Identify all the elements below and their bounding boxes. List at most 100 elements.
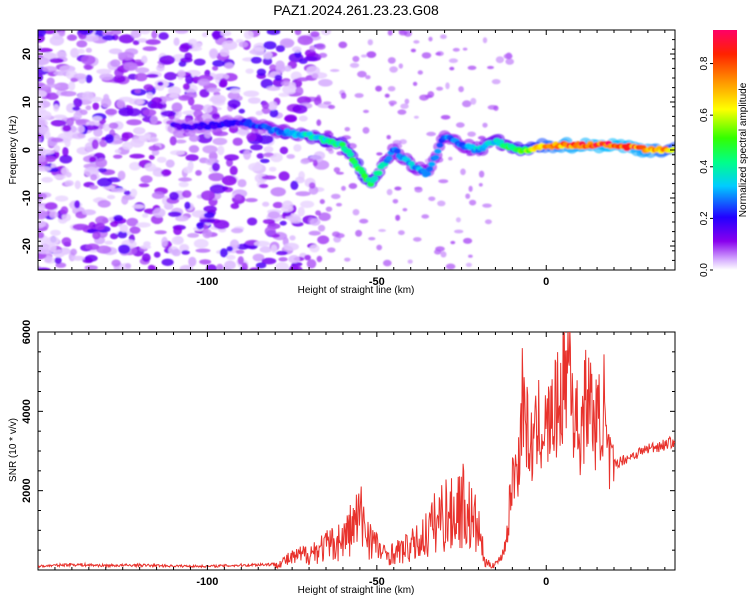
heatmap-cell xyxy=(319,199,325,205)
heatmap-cell xyxy=(221,40,238,50)
heatmap-cell xyxy=(424,171,432,177)
heatmap-cell xyxy=(300,200,315,208)
heatmap-cell xyxy=(73,97,83,108)
heatmap-cell xyxy=(143,109,157,117)
heatmap-cell xyxy=(185,74,194,85)
heatmap-cell xyxy=(304,254,311,261)
heatmap-cell xyxy=(74,200,81,209)
heatmap-cell xyxy=(224,154,240,161)
heatmap-cell xyxy=(357,70,367,78)
heatmap-cell xyxy=(419,94,429,101)
colorbar-gradient xyxy=(713,30,737,270)
heatmap-cell xyxy=(505,58,514,65)
heatmap-cell xyxy=(110,188,127,193)
heatmap-cell xyxy=(224,62,234,70)
heatmap-cell xyxy=(74,180,81,190)
heatmap-cell xyxy=(428,36,433,42)
heatmap-cell xyxy=(290,180,299,190)
heatmap-cell xyxy=(97,177,113,187)
heatmap-cell xyxy=(174,139,187,144)
heatmap-cell xyxy=(199,218,216,223)
heatmap-cell xyxy=(93,127,103,137)
heatmap-cell xyxy=(455,122,465,128)
heatmap-cell xyxy=(193,109,203,118)
heatmap-cell xyxy=(397,109,407,115)
heatmap-cell xyxy=(325,206,333,212)
heatmap-cell xyxy=(209,184,226,194)
heatmap-cell xyxy=(270,187,286,197)
heatmap-cell xyxy=(467,131,476,137)
heatmap-cell xyxy=(141,253,151,263)
heatmap-cell xyxy=(493,105,499,111)
heatmap-cell xyxy=(76,40,88,48)
heatmap-cell xyxy=(289,235,296,241)
heatmap-cell xyxy=(266,85,281,91)
heatmap-cell xyxy=(293,144,302,152)
heatmap-cell xyxy=(458,86,464,93)
heatmap-cell xyxy=(262,57,273,66)
heatmap-cell xyxy=(40,149,55,155)
colorbar-tick-label: 0.8 xyxy=(699,56,710,70)
heatmap-cell xyxy=(123,190,131,196)
heatmap-cell xyxy=(355,229,363,237)
heatmap-cell xyxy=(171,236,184,245)
heatmap-cell xyxy=(427,91,435,98)
heatmap-cell xyxy=(108,48,123,55)
heatmap-cell xyxy=(84,64,93,70)
colorbar-ticks: 0.0 0.2 0.4 0.6 0.8 xyxy=(699,56,713,277)
heatmap-cell xyxy=(38,110,52,121)
heatmap-cell xyxy=(235,249,245,254)
snr-series-line xyxy=(38,332,675,570)
colorbar-tick-label: 0.4 xyxy=(699,159,710,173)
heatmap-cell xyxy=(44,202,58,210)
heatmap-cell xyxy=(376,244,383,251)
heatmap-cell xyxy=(161,236,168,247)
heatmap-cell xyxy=(38,166,52,172)
heatmap-cell xyxy=(264,226,276,237)
heatmap-cell xyxy=(300,158,310,165)
heatmap-cell xyxy=(344,257,351,262)
heatmap-cell xyxy=(178,181,189,188)
heatmap-cell xyxy=(212,30,221,41)
heatmap-cell xyxy=(436,142,444,148)
heatmap-cell xyxy=(168,211,182,217)
heatmap-cell xyxy=(135,72,148,82)
heatmap-cell xyxy=(237,256,244,265)
heatmap-cell xyxy=(187,233,200,238)
heatmap-cell xyxy=(288,255,300,264)
heatmap-cell xyxy=(491,79,501,85)
heatmap-cell xyxy=(144,163,157,172)
heatmap-cell xyxy=(220,30,232,37)
heatmap-cell xyxy=(360,54,368,58)
snr-x-ticks: -100 -50 0 xyxy=(54,332,666,588)
figure-title: PAZ1.2024.261.23.23.G08 xyxy=(273,2,439,18)
heatmap-cell xyxy=(310,31,320,38)
heatmap-cell xyxy=(318,52,328,58)
heatmap-cell xyxy=(111,259,121,267)
heatmap-cell xyxy=(272,78,285,88)
heatmap-cell xyxy=(107,194,116,200)
heatmap-cell xyxy=(85,74,93,84)
heatmap-cell xyxy=(99,73,114,81)
heatmap-cell xyxy=(224,260,236,270)
heatmap-cell xyxy=(38,124,48,135)
heatmap-cell xyxy=(255,262,267,269)
heatmap-cell xyxy=(141,55,148,64)
heatmap-cell xyxy=(129,161,141,171)
heatmap-cell xyxy=(394,186,402,191)
y-tick-label: -10 xyxy=(21,190,33,206)
heatmap-cell xyxy=(140,30,151,35)
heatmap-cell xyxy=(338,141,346,147)
heatmap-cell xyxy=(238,41,249,48)
heatmap-cell xyxy=(387,86,396,92)
heatmap-cell xyxy=(127,108,141,117)
heatmap-cell xyxy=(66,103,77,113)
heatmap-cell xyxy=(196,222,204,230)
heatmap-cell xyxy=(83,166,99,177)
heatmap-cell xyxy=(482,37,488,44)
heatmap-cell xyxy=(462,47,468,51)
heatmap-cell xyxy=(202,145,218,154)
heatmap-cell xyxy=(465,193,471,199)
heatmap-cell xyxy=(470,97,477,105)
heatmap-cell xyxy=(136,222,151,228)
